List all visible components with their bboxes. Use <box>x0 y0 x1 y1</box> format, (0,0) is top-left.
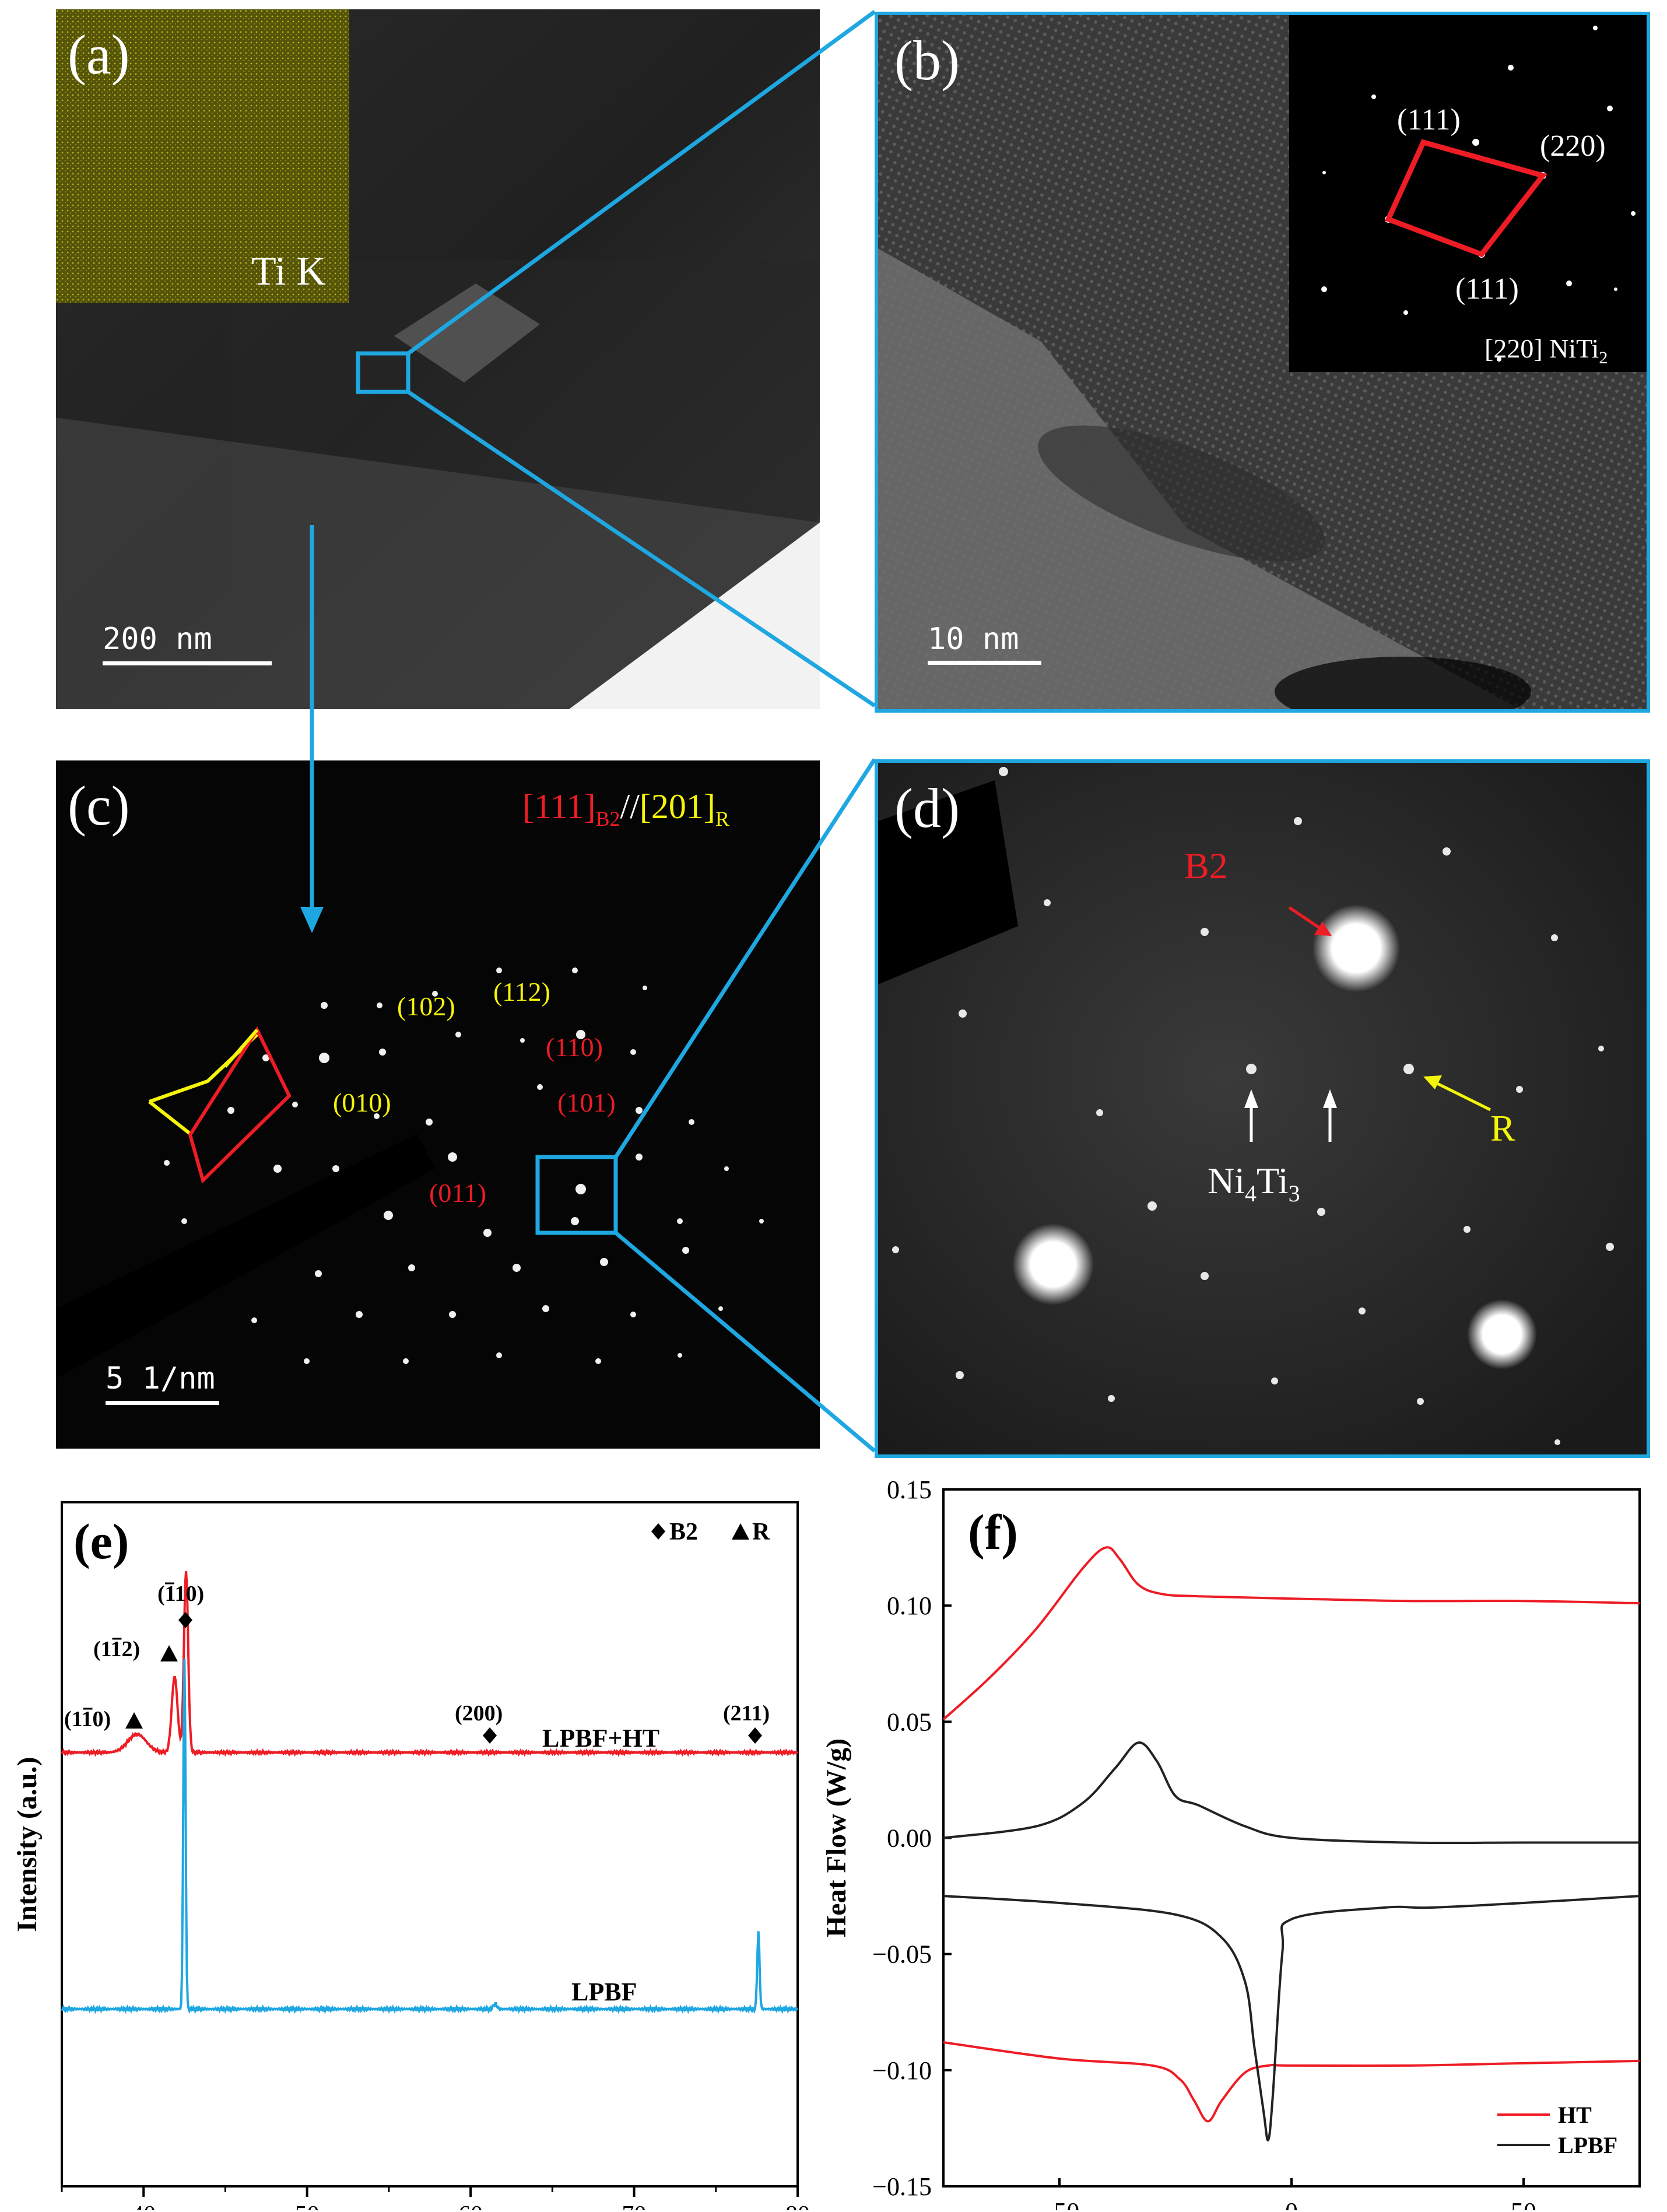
scale-bar-c <box>106 1401 219 1405</box>
y-tick-label-f: −0.15 <box>872 2172 932 2201</box>
panel-d-saed-zoom: (d) B2 R Ni4Ti3 <box>875 759 1650 1458</box>
series-label-lpbf: LPBF <box>571 1978 637 2006</box>
ti-k-eds-map-inset: Ti K <box>56 9 349 303</box>
x-tick-label-e: 60 <box>458 2202 483 2210</box>
panel-a-label: (a) <box>68 23 130 86</box>
spot-label-b-220: (220) <box>1540 129 1606 163</box>
x-tick-label-e: 70 <box>622 2202 647 2210</box>
scale-bar-label-b: 10 nm <box>928 622 1019 657</box>
dsc-lpbf-cooling-curve <box>943 1741 1640 1845</box>
panel-d-annotations <box>1244 906 1491 1142</box>
ni4ti3-label: Ni4Ti3 <box>1208 1160 1300 1207</box>
diamond-icon <box>748 1727 762 1744</box>
saed-inset-b: (111) (220) (111) [220] NiTi2 <box>1289 15 1647 372</box>
dsc-chart: −50050−0.15−0.10−0.050.000.050.100.15Tem… <box>821 1475 1641 2210</box>
y-tick-label-f: 0.10 <box>887 1591 932 1620</box>
scale-bar-a <box>103 661 272 665</box>
peak-label-e: (200) <box>455 1701 503 1726</box>
peak-label-e: (110) <box>64 1707 111 1731</box>
x-tick-label-f: 0 <box>1285 2197 1298 2210</box>
diamond-icon <box>178 1612 192 1628</box>
beam-stop-d <box>878 780 1018 984</box>
x-tick-label-f: −50 <box>1040 2197 1080 2210</box>
legend-r: R <box>752 1519 770 1545</box>
b2-label-d: B2 <box>1184 845 1228 886</box>
y-tick-label-f: 0.15 <box>887 1475 932 1504</box>
y-tick-label-f: 0.00 <box>887 1824 932 1853</box>
b2-spot-label-011: (011) <box>429 1178 486 1208</box>
scale-bar-label-c: 5 1/nm <box>106 1361 215 1396</box>
peak-label-e: (211) <box>723 1701 770 1726</box>
diamond-icon <box>651 1523 665 1540</box>
spot-label-b-111-bottom: (111) <box>1455 272 1519 306</box>
scale-bar-b <box>928 661 1041 665</box>
triangle-icon <box>732 1523 749 1540</box>
b2-parallelogram <box>188 1026 292 1184</box>
panel-f-label: (f) <box>968 1504 1018 1560</box>
legend-label-ht: HT <box>1558 2102 1592 2128</box>
r-label-d: R <box>1490 1107 1515 1149</box>
peak-label-e: (110) <box>157 1582 204 1606</box>
triangle-icon <box>160 1645 178 1661</box>
y-tick-label-f: −0.05 <box>872 1940 932 1969</box>
xrd-chart: 40506070802-Theta (degree)Intensity (a.u… <box>12 1501 810 2210</box>
r-spot-label-010: (010) <box>333 1088 391 1117</box>
panel-d-label: (d) <box>894 777 960 839</box>
beam-stop-c <box>56 1134 435 1379</box>
orientation-relationship: [111]B2//[201]R <box>522 787 729 830</box>
legend-b2: B2 <box>669 1519 698 1545</box>
dsc-lpbf-heating-curve <box>943 1895 1640 2141</box>
dsc-ht-heating-curve <box>943 2041 1640 2123</box>
triangle-icon <box>125 1712 143 1729</box>
xrd-series-lpbf <box>61 1659 799 2014</box>
y-tick-label-f: 0.05 <box>887 1708 932 1736</box>
panel-e-label: (e) <box>73 1513 129 1569</box>
panel-d-image <box>878 763 1647 1454</box>
r-spot-label-112: (112) <box>493 977 550 1007</box>
x-tick-label-e: 50 <box>295 2202 320 2210</box>
zone-axis-b: [220] NiTi2 <box>1484 334 1608 368</box>
x-tick-label-f: 50 <box>1511 2197 1536 2210</box>
panel-a-tem-image: Ti K (a) 200 nm <box>56 9 820 709</box>
spot-label-b-111-top: (111) <box>1397 103 1461 136</box>
b2-spot-label-110: (110) <box>546 1032 603 1062</box>
panel-b-hrtem-image: (111) (220) (111) [220] NiTi2 (b) 10 nm <box>875 12 1650 713</box>
panel-c-label: (c) <box>68 774 130 837</box>
dsc-ht-cooling-curve <box>942 1546 1640 1720</box>
y-axis-title-e: Intensity (a.u.) <box>12 1757 43 1931</box>
y-axis-title-f: Heat Flow (W/g) <box>821 1738 852 1937</box>
y-tick-label-f: −0.10 <box>872 2056 932 2085</box>
panel-c-image <box>56 760 820 1449</box>
x-tick-label-e: 80 <box>785 2202 810 2210</box>
b2-spot-label-101: (101) <box>557 1088 616 1117</box>
plot-frame-e <box>61 1501 799 2188</box>
legend-label-lpbf: LPBF <box>1558 2132 1617 2158</box>
series-label-lpbf-ht: LPBF+HT <box>542 1724 659 1752</box>
panel-c-saed-pattern: (c) [111]B2//[201]R (102) (112) (010) (1… <box>56 760 820 1449</box>
peak-label-e: (112) <box>93 1637 140 1661</box>
indexed-parallelogram-b <box>1384 139 1547 258</box>
diffraction-spots-b <box>1321 26 1636 362</box>
r-spot-label-102: (102) <box>397 991 455 1021</box>
ti-k-label: Ti K <box>251 249 326 294</box>
panel-b-label: (b) <box>894 29 960 92</box>
x-tick-label-e: 40 <box>131 2202 156 2210</box>
b2-main-spot <box>1312 905 1400 992</box>
superlattice-spots-d <box>892 767 1614 1445</box>
diamond-icon <box>483 1727 497 1744</box>
scale-bar-label-a: 200 nm <box>103 622 212 657</box>
